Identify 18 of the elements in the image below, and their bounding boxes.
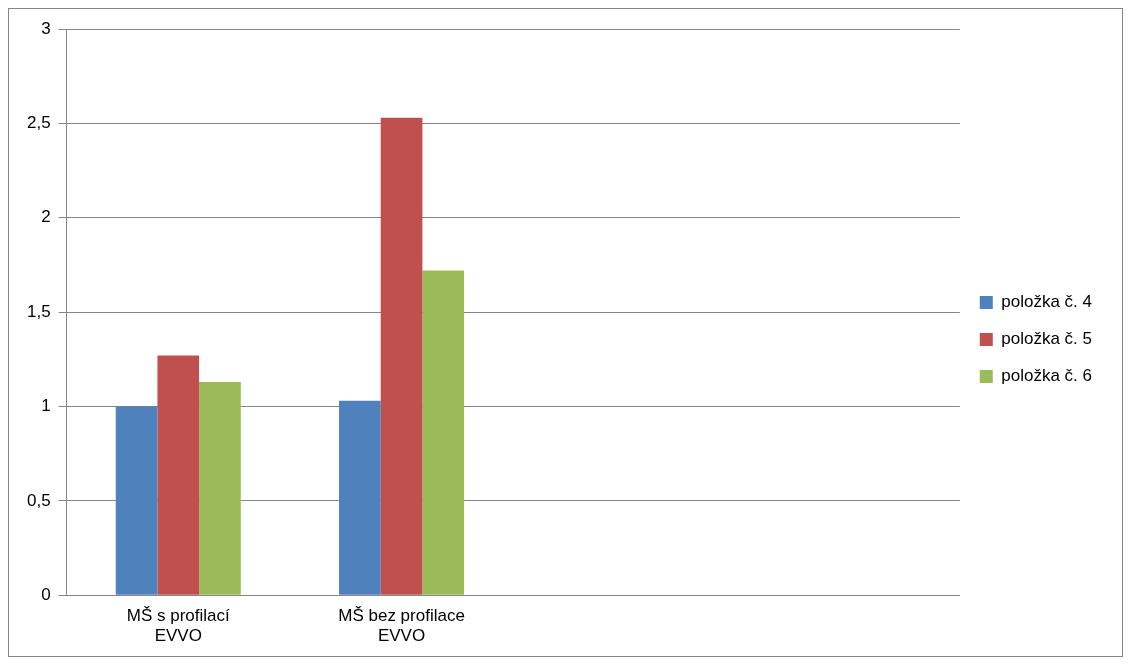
y-tick-label: 0,5 xyxy=(26,490,51,510)
x-tick-label: MŠ s profilací EVVO xyxy=(126,606,231,646)
x-tick-label: MŠ bez profilace EVVO xyxy=(338,606,465,646)
legend-label: položka č. 5 xyxy=(1001,329,1093,349)
y-tick-label: 2 xyxy=(41,207,51,227)
y-tick-label: 0 xyxy=(41,584,51,604)
y-tick-label: 3 xyxy=(41,18,51,38)
y-tick-label: 1,5 xyxy=(26,301,51,321)
bar xyxy=(157,355,200,595)
bar xyxy=(115,406,158,595)
bar xyxy=(422,270,465,595)
bar xyxy=(380,117,423,595)
legend-label: položka č. 6 xyxy=(1001,366,1093,386)
y-tick-label: 2,5 xyxy=(26,113,51,133)
legend-label: položka č. 4 xyxy=(1001,292,1093,312)
bar xyxy=(199,381,241,595)
bar xyxy=(339,400,381,595)
y-tick-label: 1 xyxy=(41,396,51,416)
